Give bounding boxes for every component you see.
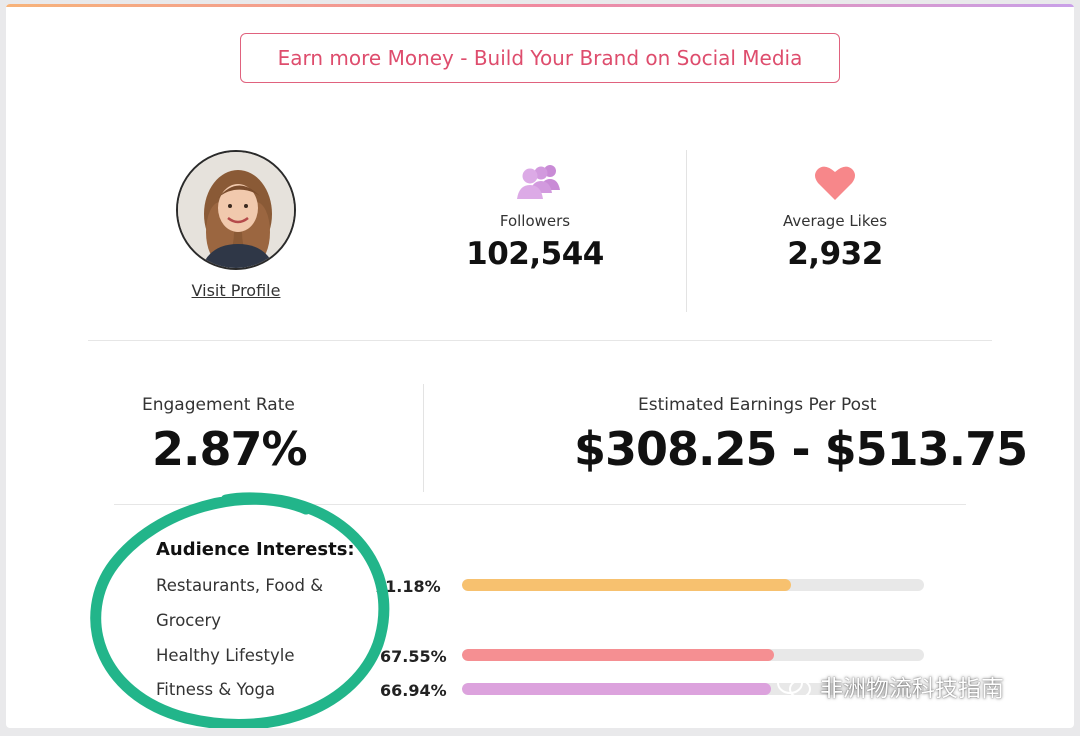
average-likes-label: Average Likes [782, 212, 888, 230]
followers-value: 102,544 [466, 236, 604, 272]
engagement-rate-label: Engagement Rate [142, 395, 295, 415]
interest-bar-fill [462, 579, 791, 591]
interest-name: Restaurants, Food & Grocery [156, 576, 324, 630]
earn-more-money-button[interactable]: Earn more Money - Build Your Brand on So… [240, 33, 840, 83]
engagement-divider [423, 384, 424, 492]
estimated-earnings-value: $308.25 - $513.75 [574, 422, 1028, 476]
average-likes-stat: Average Likes 2,932 [735, 158, 935, 272]
interest-name: Healthy Lifestyle [156, 646, 295, 665]
avatar-portrait-icon [178, 152, 294, 268]
interest-percent: 71.18% [374, 577, 441, 596]
interest-percent: 67.55% [380, 647, 447, 666]
watermark-text: 非洲物流科技指南 [820, 676, 1004, 702]
interest-bar-track [462, 579, 924, 591]
wechat-icon [777, 672, 811, 699]
interest-name: Fitness & Yoga [156, 680, 276, 699]
interest-bar-track [462, 649, 924, 661]
profile-avatar[interactable] [176, 150, 296, 270]
audience-interests-title: Audience Interests: [156, 539, 355, 560]
engagement-rate-value: 2.87% [152, 422, 308, 476]
interest-bar-fill [462, 649, 775, 661]
average-likes-value: 2,932 [787, 236, 883, 272]
top-accent-line [6, 4, 1074, 7]
followers-label: Followers [499, 212, 571, 230]
interest-bar-fill [462, 683, 772, 695]
visit-profile-link[interactable]: Visit Profile [191, 281, 281, 300]
estimated-earnings-label: Estimated Earnings Per Post [638, 395, 877, 415]
interest-percent: 66.94% [380, 681, 447, 700]
section-divider-bottom [114, 504, 966, 505]
section-divider-top [88, 340, 992, 341]
users-group-icon [517, 165, 560, 199]
followers-stat: Followers 102,544 [435, 158, 635, 272]
stats-divider [686, 150, 687, 312]
influencer-stats-card: Earn more Money - Build Your Brand on So… [6, 4, 1074, 728]
heart-icon [815, 166, 855, 200]
watermark: 非洲物流科技指南 [776, 666, 1004, 706]
